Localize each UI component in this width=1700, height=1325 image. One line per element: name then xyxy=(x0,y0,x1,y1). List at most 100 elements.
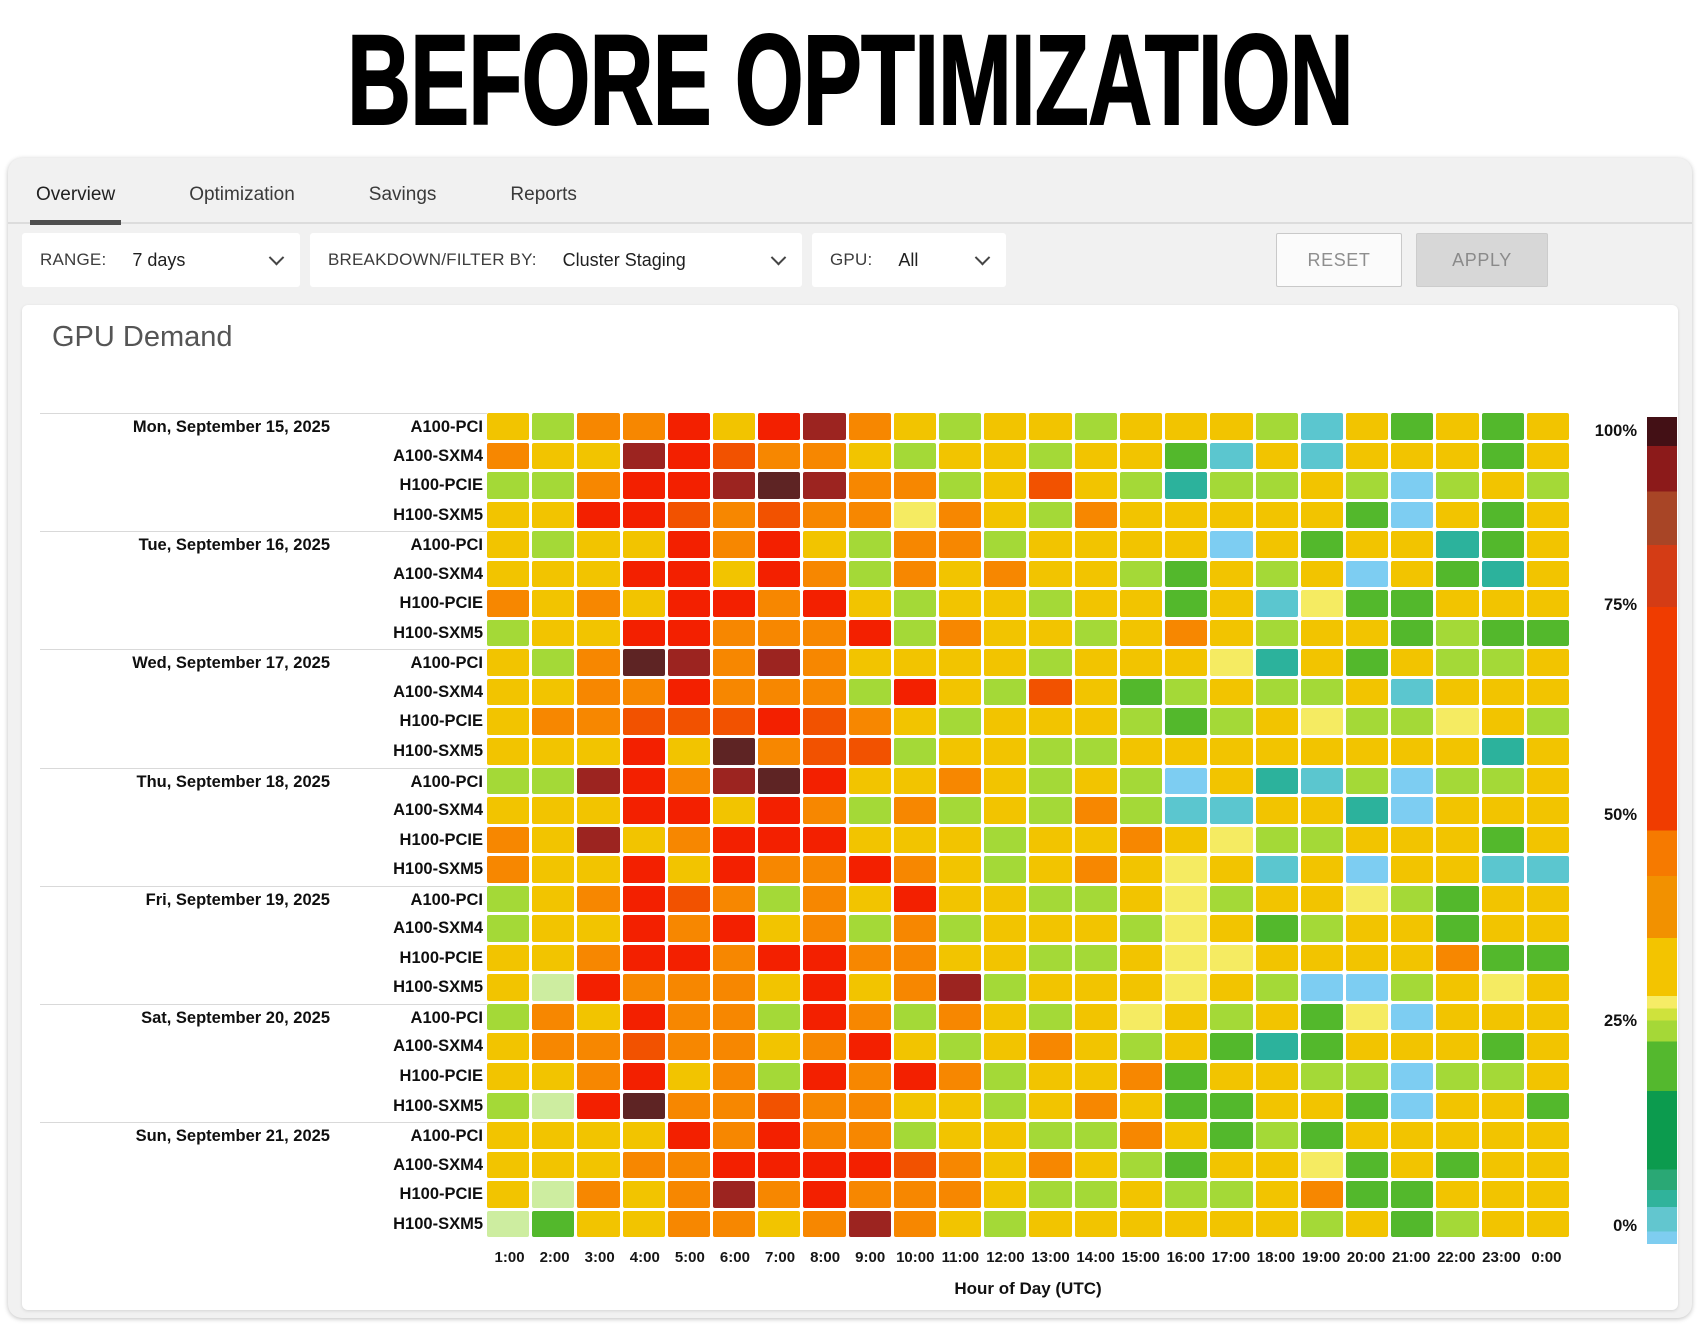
heatmap-cell xyxy=(1481,649,1524,676)
gpu-label: GPU: xyxy=(830,250,873,269)
action-buttons: RESET APPLY xyxy=(1276,233,1548,287)
heatmap-cell xyxy=(1345,974,1389,1001)
range-dropdown[interactable]: RANGE: 7 days xyxy=(22,233,300,287)
heatmap-cell xyxy=(667,1063,711,1090)
chart-title: GPU Demand xyxy=(52,321,233,353)
heatmap-cell xyxy=(1029,531,1072,558)
heatmap-cell xyxy=(1300,501,1343,529)
heatmap-cell xyxy=(848,974,891,1001)
heatmap-cell xyxy=(1119,442,1163,470)
gpu-label: A100-PCI xyxy=(330,413,487,440)
heatmap-cell xyxy=(1210,678,1253,706)
heatmap-cell xyxy=(1255,1033,1298,1061)
day-label xyxy=(40,620,330,647)
tab-bar: Overview Optimization Savings Reports xyxy=(8,158,1692,225)
heatmap-cell xyxy=(758,826,801,854)
heatmap-cell xyxy=(1391,619,1434,647)
hour-tick: 0:00 xyxy=(1531,1249,1562,1266)
heatmap-cell xyxy=(1391,885,1434,913)
heatmap-row-cells xyxy=(487,915,1569,942)
heatmap-cell xyxy=(1436,1063,1479,1090)
heatmap-cell xyxy=(893,797,937,824)
gpu-label: H100-PCIE xyxy=(399,1185,483,1204)
heatmap-cell xyxy=(1119,1122,1163,1149)
breakdown-dropdown[interactable]: BREAKDOWN/FILTER BY: Cluster Staging xyxy=(310,233,802,287)
heatmap-cell xyxy=(487,885,530,913)
tab-optimization[interactable]: Optimization xyxy=(189,184,295,205)
heatmap-cell xyxy=(622,885,665,913)
chevron-down-icon xyxy=(974,249,991,265)
tab-savings[interactable]: Savings xyxy=(368,184,437,205)
gpu-label: H100-SXM5 xyxy=(393,623,483,642)
heatmap-cell xyxy=(1210,649,1253,676)
heatmap-cell xyxy=(1255,767,1298,795)
heatmap-cell xyxy=(713,590,756,617)
day-label xyxy=(40,590,330,617)
heatmap-cell xyxy=(1119,826,1163,854)
heatmap-cell xyxy=(577,560,620,588)
heatmap-cell xyxy=(667,856,711,883)
heatmap-cell xyxy=(1119,885,1163,913)
gpu-dropdown[interactable]: GPU: All xyxy=(812,233,1006,287)
heatmap-cell xyxy=(1481,797,1524,824)
heatmap-row-cells xyxy=(487,442,1569,470)
heatmap-cell xyxy=(893,767,937,795)
gpu-label: H100-SXM5 xyxy=(393,742,483,761)
tab-reports[interactable]: Reports xyxy=(510,184,577,205)
gpu-demand-card: GPU Demand Mon, September 15, 2025 A100-P… xyxy=(22,305,1678,1310)
heatmap-row-cells xyxy=(487,856,1569,883)
gpu-label: H100-PCIE xyxy=(399,476,483,495)
gpu-label: H100-PCIE xyxy=(399,1067,483,1086)
heatmap-cell xyxy=(1255,1003,1298,1031)
heatmap-cell xyxy=(1029,442,1072,470)
heatmap-cell xyxy=(1165,708,1208,736)
heatmap-cell xyxy=(1029,885,1072,913)
heatmap-row-cells xyxy=(487,472,1569,499)
chevron-down-icon xyxy=(770,249,787,265)
reset-button[interactable]: RESET xyxy=(1276,233,1402,287)
day-label: Sat, September 20, 2025 xyxy=(40,1003,330,1031)
heatmap-cell xyxy=(803,1063,846,1090)
heatmap-cell xyxy=(577,1003,620,1031)
heatmap-cell xyxy=(758,885,801,913)
hour-tick: 4:00 xyxy=(629,1249,660,1266)
day-label xyxy=(40,915,330,942)
heatmap-cell xyxy=(1391,797,1434,824)
heatmap-cell xyxy=(1074,1151,1117,1179)
heatmap-cell xyxy=(622,531,665,558)
heatmap-cell xyxy=(984,1063,1027,1090)
heatmap-cell xyxy=(713,472,756,499)
heatmap-cell xyxy=(1074,1092,1117,1120)
heatmap-cell xyxy=(487,944,530,972)
heatmap-row-cells xyxy=(487,1063,1569,1090)
heatmap-cell xyxy=(1526,1181,1569,1208)
heatmap-row: A100-SXM4 xyxy=(40,797,1569,824)
heatmap-cell xyxy=(1526,885,1569,913)
heatmap-cell xyxy=(1119,590,1163,617)
heatmap-cell xyxy=(758,1063,801,1090)
heatmap-cell xyxy=(1029,944,1072,972)
heatmap-cell xyxy=(1300,915,1343,942)
heatmap-cell xyxy=(532,915,575,942)
heatmap-cell xyxy=(1300,1063,1343,1090)
heatmap-cell xyxy=(1391,915,1434,942)
heatmap-cell xyxy=(622,974,665,1001)
heatmap-cell xyxy=(1300,531,1343,558)
day-label xyxy=(40,738,330,765)
heatmap-cell xyxy=(1345,915,1389,942)
heatmap-cell xyxy=(1391,590,1434,617)
heatmap-cell xyxy=(848,944,891,972)
heatmap-cell xyxy=(667,1210,711,1238)
heatmap-cell xyxy=(532,1063,575,1090)
legend-tick-label: 25% xyxy=(1603,1012,1637,1031)
heatmap-cell xyxy=(577,472,620,499)
gpu-label: A100-PCI xyxy=(330,1003,487,1031)
hour-tick: 16:00 xyxy=(1166,1249,1205,1266)
tab-overview[interactable]: Overview xyxy=(30,184,122,225)
heatmap-cell xyxy=(1345,678,1389,706)
heatmap-cell xyxy=(848,1210,891,1238)
heatmap-cell xyxy=(1255,738,1298,765)
heatmap-cell xyxy=(1029,1003,1072,1031)
apply-button[interactable]: APPLY xyxy=(1416,233,1548,287)
heatmap-cell xyxy=(487,531,530,558)
